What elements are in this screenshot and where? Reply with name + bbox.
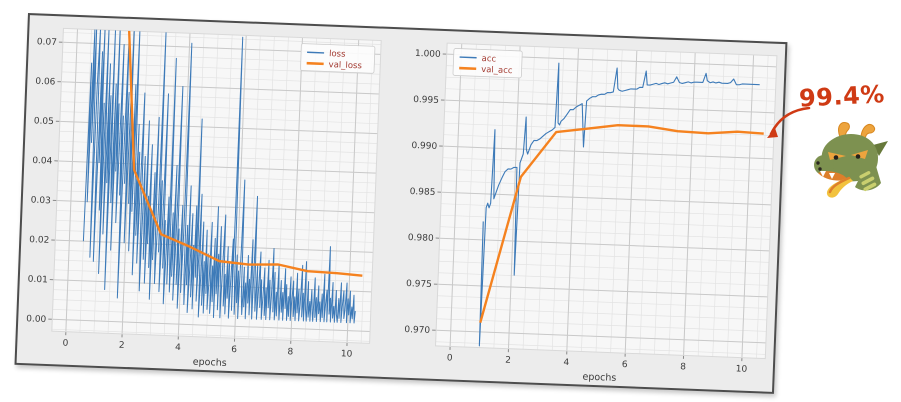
dragon-tongue <box>826 177 853 198</box>
annotation-arrow <box>767 106 811 138</box>
dragon-ear <box>873 141 888 156</box>
svg-text:0.995: 0.995 <box>413 95 439 106</box>
accuracy-chart: 0 2 4 6 8 10 0.970 0.975 0.980 0.985 0.990 0.995 1.0… <box>404 42 778 384</box>
svg-text:0.990: 0.990 <box>411 141 437 152</box>
dragon-brow-right <box>851 150 868 159</box>
svg-text:0.04: 0.04 <box>32 156 53 167</box>
svg-text:val_acc: val_acc <box>481 65 513 76</box>
dragon-horn-right <box>860 123 876 142</box>
training-curves-figure: 0 2 4 6 8 10 0.00 0.01 0.02 0.03 0.04 0.05 0.06 0.07 e… <box>14 13 788 394</box>
svg-text:8: 8 <box>680 362 686 372</box>
svg-text:0.01: 0.01 <box>28 275 48 286</box>
loss-chart: 0 2 4 6 8 10 0.00 0.01 0.02 0.03 0.04 0.05 0.06 0.07 e… <box>26 27 382 369</box>
svg-text:8: 8 <box>287 347 293 357</box>
svg-text:2: 2 <box>119 341 125 351</box>
svg-text:2: 2 <box>505 356 511 366</box>
svg-text:10: 10 <box>341 349 353 359</box>
dragon-eye-right <box>855 154 861 159</box>
svg-text:loss: loss <box>329 49 346 60</box>
svg-text:0.975: 0.975 <box>406 279 432 290</box>
svg-text:6: 6 <box>622 360 628 370</box>
dragon-head <box>821 134 878 182</box>
svg-text:0: 0 <box>62 339 68 349</box>
svg-text:0.985: 0.985 <box>409 187 435 198</box>
svg-text:val_loss: val_loss <box>328 60 362 71</box>
svg-text:6: 6 <box>231 345 237 355</box>
svg-text:epochs: epochs <box>582 372 616 384</box>
dragon-emoji <box>814 122 888 198</box>
svg-text:4: 4 <box>175 343 181 353</box>
svg-text:0.980: 0.980 <box>408 233 434 244</box>
svg-text:0.06: 0.06 <box>35 77 56 88</box>
svg-text:epochs: epochs <box>193 357 227 369</box>
svg-text:acc: acc <box>481 54 496 65</box>
svg-text:0.03: 0.03 <box>31 196 51 207</box>
svg-text:0.00: 0.00 <box>26 314 47 325</box>
svg-text:4: 4 <box>563 358 569 368</box>
dragon-eye-left <box>833 155 839 160</box>
svg-text:1.000: 1.000 <box>415 49 441 60</box>
svg-text:0: 0 <box>447 353 453 363</box>
svg-text:0.02: 0.02 <box>29 235 49 246</box>
svg-text:10: 10 <box>736 364 748 374</box>
svg-text:0.970: 0.970 <box>404 325 430 336</box>
svg-text:0.05: 0.05 <box>34 116 54 127</box>
svg-text:0.07: 0.07 <box>37 37 57 48</box>
dragon-horn-left <box>838 122 850 140</box>
